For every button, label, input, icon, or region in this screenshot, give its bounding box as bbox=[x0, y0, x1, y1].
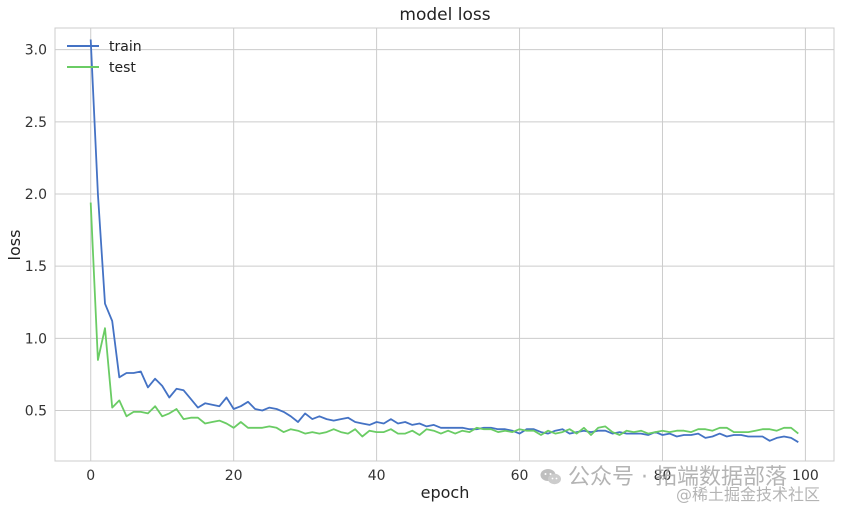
x-tick-label: 40 bbox=[368, 468, 386, 484]
legend-label-train: train bbox=[109, 39, 142, 55]
y-tick-label: 3.0 bbox=[25, 43, 47, 59]
y-axis-label: loss bbox=[5, 230, 24, 261]
chart-title: model loss bbox=[399, 5, 490, 25]
series-line-test bbox=[89, 202, 799, 438]
y-tick-labels: 0.5 1.0 1.5 2.0 2.5 3.0 bbox=[25, 43, 47, 420]
grid bbox=[55, 28, 834, 461]
wechat-icon bbox=[540, 469, 561, 485]
x-tick-label: 60 bbox=[511, 468, 529, 484]
watermark-main: 公众号 · 拓端数据部落 bbox=[540, 459, 787, 491]
x-axis-label: epoch bbox=[421, 483, 470, 502]
series-lines bbox=[89, 39, 799, 443]
x-tick-label: 80 bbox=[654, 468, 672, 484]
legend-label-test: test bbox=[109, 60, 136, 76]
y-tick-label: 0.5 bbox=[25, 403, 47, 419]
x-tick-label: 20 bbox=[225, 468, 243, 484]
y-tick-label: 1.0 bbox=[25, 331, 47, 347]
x-tick-label: 100 bbox=[792, 468, 819, 484]
plot-frame bbox=[54, 27, 835, 462]
y-tick-label: 2.5 bbox=[25, 115, 47, 131]
x-tick-labels: 0 20 40 60 80 100 bbox=[86, 468, 819, 484]
watermark-sub: @稀土掘金技术社区 bbox=[676, 485, 821, 504]
y-tick-label: 1.5 bbox=[25, 259, 47, 275]
legend: train test bbox=[67, 39, 142, 76]
watermark-main-text: 公众号 · 拓端数据部落 bbox=[568, 465, 787, 490]
x-tick-label: 0 bbox=[86, 468, 95, 484]
y-tick-label: 2.0 bbox=[25, 187, 47, 203]
series-line-train bbox=[89, 39, 799, 443]
